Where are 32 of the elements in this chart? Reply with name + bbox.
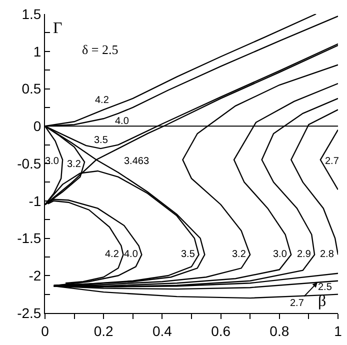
y-tick-label: 1 — [33, 43, 42, 60]
x-tick-label: 0.8 — [270, 322, 290, 339]
y-tick-label: 0.5 — [22, 80, 42, 97]
x-tick-label: 1 — [334, 322, 342, 339]
annotation: 4.2 — [95, 95, 110, 106]
annotation: 3.463 — [124, 156, 150, 167]
annotation: 3.5 — [94, 135, 108, 146]
x-tick-label: 0.2 — [94, 322, 114, 339]
annotation: δ = 2.5 — [82, 42, 118, 57]
y-axis-title: Γ — [53, 20, 62, 37]
y-tick-label: -1 — [28, 192, 42, 209]
x-axis-title: β — [318, 293, 326, 310]
x-tick-label: 0.4 — [152, 322, 172, 339]
y-tick-label: 1.5 — [22, 6, 42, 22]
y-tick-label: -1.5 — [17, 230, 42, 246]
annotation: 4.2 — [105, 249, 120, 260]
annotation: 4.0 — [115, 116, 130, 127]
annotation: 3.5 — [181, 249, 196, 260]
y-tick-label: -0.5 — [17, 155, 42, 172]
y-tick-label: -2.5 — [17, 304, 42, 321]
annotation: 2.5 — [318, 282, 332, 293]
annotation: 2.7 — [325, 156, 340, 167]
x-tick-label: 0.6 — [211, 322, 231, 339]
annotation: 4.0 — [124, 249, 138, 260]
annotation: 3.0 — [273, 249, 288, 260]
annotation: 2.7 — [290, 298, 304, 309]
annotation: 2.9 — [297, 249, 312, 260]
annotation: 3.2 — [232, 249, 246, 260]
y-tick-label: -2 — [28, 268, 42, 284]
annotation: 3.2 — [67, 159, 82, 170]
annotation: 2.8 — [320, 249, 334, 260]
y-tick-label: 0 — [33, 118, 42, 134]
